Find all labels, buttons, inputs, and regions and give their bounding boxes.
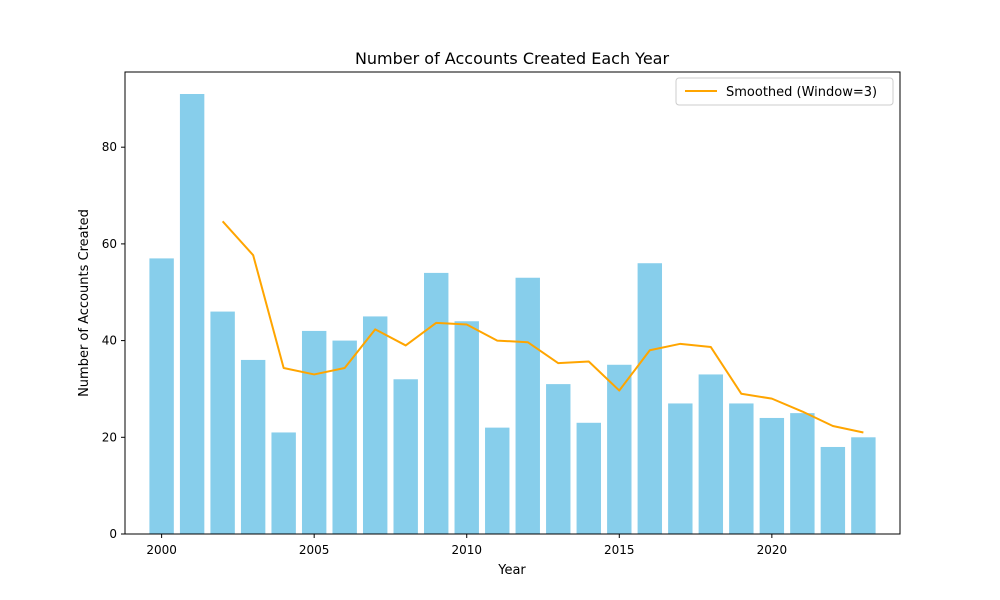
bar-2021 (790, 413, 815, 534)
bars-group (149, 94, 876, 534)
bar-2012 (515, 277, 540, 534)
x-tick-label-2020: 2020 (757, 543, 788, 557)
x-tick-label-2000: 2000 (146, 543, 177, 557)
bar-2023 (851, 437, 876, 534)
bar-2003 (240, 359, 266, 534)
smoothed-line-group (221, 220, 864, 434)
chart-title: Number of Accounts Created Each Year (355, 49, 670, 68)
bar-2016 (637, 263, 663, 534)
smoothed-line (221, 220, 864, 434)
bar-2000 (149, 258, 174, 534)
bar-2005 (301, 330, 327, 534)
bar-2008 (393, 379, 418, 534)
legend: Smoothed (Window=3) (675, 77, 894, 106)
y-tick-label-40: 40 (102, 334, 117, 348)
bar-2015 (607, 364, 632, 534)
x-tick-label-2010: 2010 (451, 543, 482, 557)
y-tick-label-0: 0 (109, 527, 117, 541)
bar-2014 (576, 422, 601, 534)
bar-2007 (362, 316, 388, 534)
bar-2017 (668, 403, 693, 534)
bar-2002 (210, 311, 235, 534)
x-tick-label-2005: 2005 (299, 543, 330, 557)
axes-group: 2000 2005 2010 2015 2020 0 20 40 60 80 (102, 71, 901, 557)
y-tick-label-20: 20 (102, 430, 117, 444)
legend-box (675, 77, 894, 106)
bar-2013 (546, 384, 571, 534)
bar-2011 (485, 427, 510, 534)
bar-2006 (332, 340, 357, 534)
y-tick-label-60: 60 (102, 237, 117, 251)
bar-2020 (759, 417, 785, 534)
bar-2004 (271, 432, 296, 534)
bar-2022 (820, 446, 846, 534)
y-axis-label: Number of Accounts Created (77, 209, 92, 397)
bar-2009 (424, 272, 449, 534)
bar-2010 (454, 321, 479, 534)
bar-2001 (179, 94, 205, 534)
bar-2018 (698, 374, 724, 534)
x-tick-label-2015: 2015 (604, 543, 635, 557)
x-axis-label: Year (497, 563, 526, 578)
y-tick-label-80: 80 (102, 140, 117, 154)
legend-label: Smoothed (Window=3) (726, 85, 877, 100)
bar-2019 (729, 403, 754, 534)
plot-frame (124, 71, 901, 535)
